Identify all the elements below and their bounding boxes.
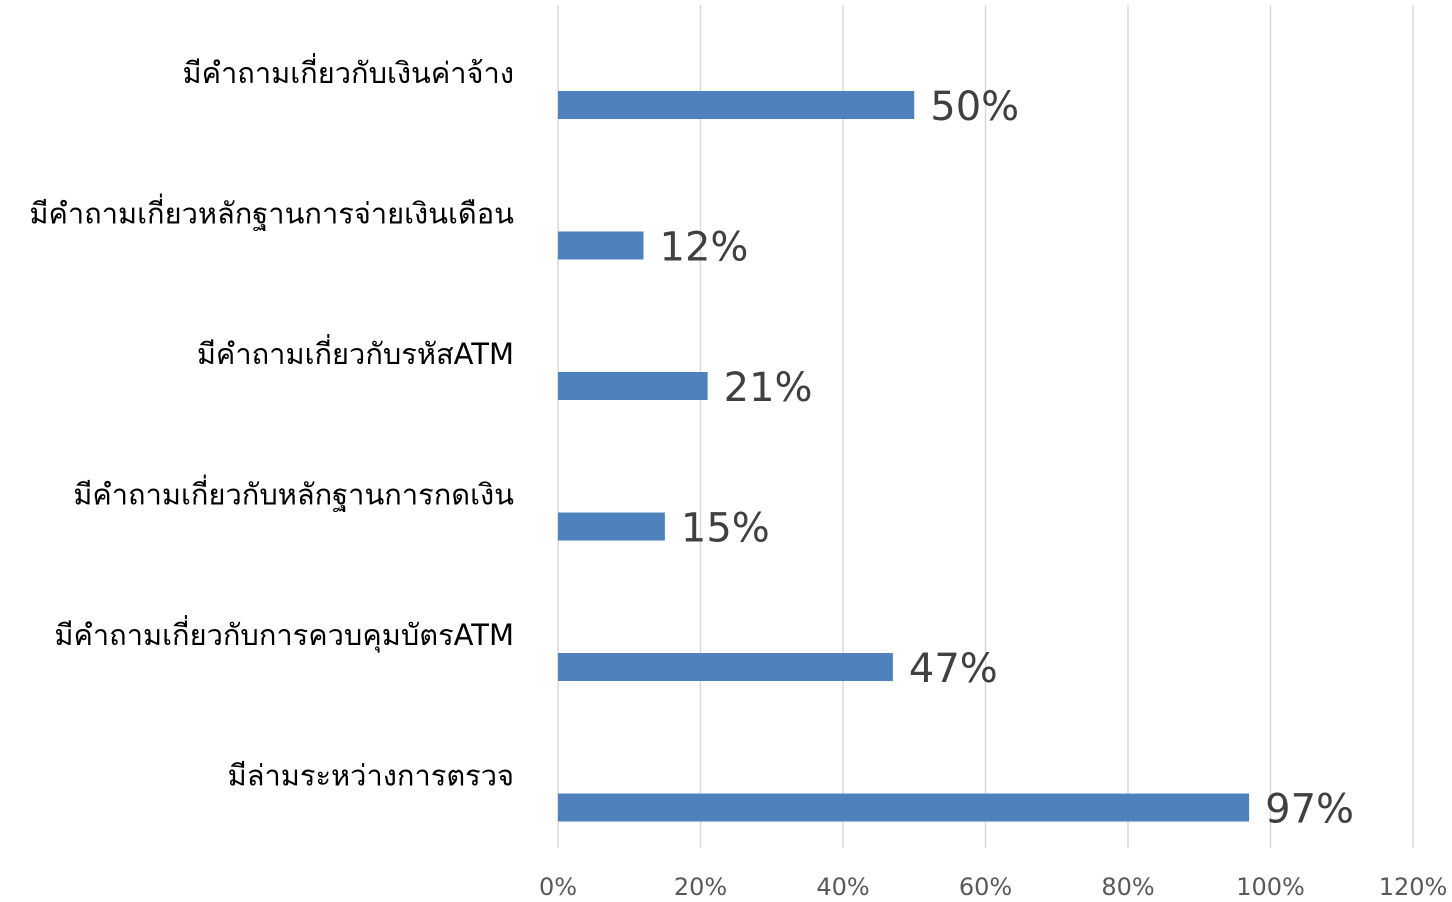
y-tick-label: มีล่ามระหว่างการตรวจ <box>228 759 514 793</box>
data-label: 15% <box>681 506 770 552</box>
x-tick-label: 60% <box>959 873 1012 901</box>
y-tick-label: มีคำถามเกี่ยวกับการควบคุมบัตรATM <box>54 615 514 653</box>
data-label: 50% <box>930 84 1019 130</box>
y-tick-label: มีคำถามเกี่ยวหลักฐานการจ่ายเงินเดือน <box>29 194 514 232</box>
y-tick-label: มีคำถามเกี่ยวกับหลักฐานการกดเงิน <box>73 475 514 513</box>
bar <box>558 512 665 541</box>
bar <box>558 372 708 400</box>
x-tick-label: 80% <box>1101 873 1154 901</box>
x-tick-label: 40% <box>816 873 869 901</box>
data-label: 47% <box>909 646 998 692</box>
y-tick-label: มีคำถามเกี่ยวกับรหัสATM <box>197 334 514 371</box>
data-label: 12% <box>660 225 749 271</box>
y-tick-label: มีคำถามเกี่ยวกับเงินค่าจ้าง <box>183 53 515 90</box>
bar <box>558 793 1250 822</box>
data-label: 97% <box>1265 787 1354 833</box>
x-tick-label: 0% <box>539 873 577 901</box>
x-tick-label: 120% <box>1379 873 1448 901</box>
bar <box>558 231 644 260</box>
bar <box>558 653 893 681</box>
x-tick-label: 20% <box>674 873 727 901</box>
data-label: 21% <box>724 365 813 411</box>
x-tick-label: 100% <box>1236 873 1305 901</box>
bar <box>558 91 915 119</box>
